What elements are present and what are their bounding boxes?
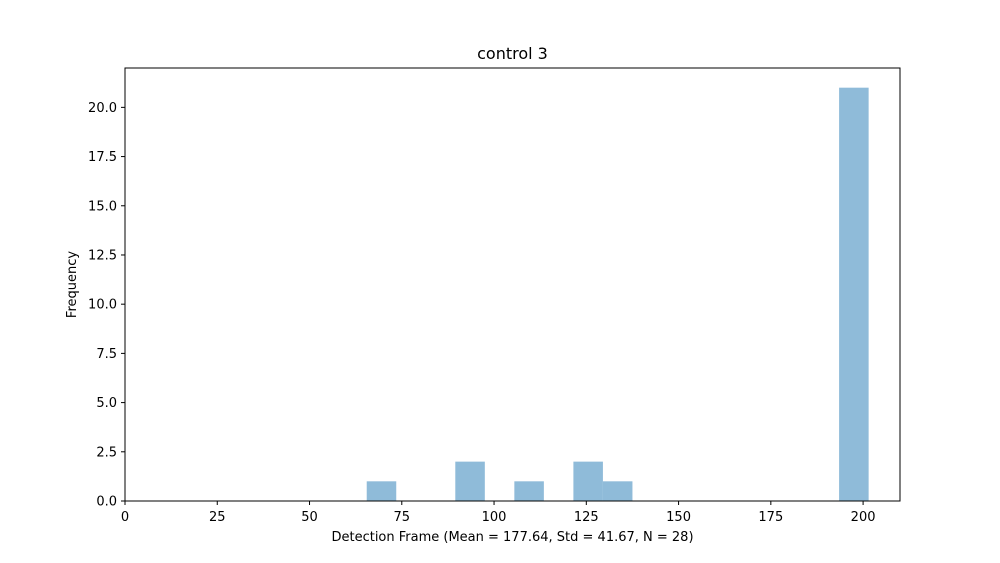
histogram-bar-4	[602, 481, 633, 501]
y-tick-label: 0.0	[96, 495, 117, 510]
y-tick-label: 12.5	[88, 248, 117, 263]
x-axis-label: Detection Frame (Mean = 177.64, Std = 41…	[331, 530, 693, 545]
plot-frame	[124, 67, 901, 502]
y-tick-label: 17.5	[88, 150, 117, 165]
x-axis-ticks: 0 25 50 75 100 125 150 175 200	[121, 501, 876, 525]
y-tick-label: 15.0	[88, 199, 117, 214]
chart-title: control 3	[477, 44, 548, 63]
x-tick-label: 50	[301, 510, 318, 525]
histogram-bar-2	[514, 481, 544, 501]
histogram-bar-1	[455, 461, 485, 501]
histogram-bar-0	[366, 481, 397, 501]
x-tick-label: 0	[121, 510, 129, 525]
histogram-bar-5	[839, 87, 869, 501]
bars-group	[366, 87, 869, 501]
x-tick-label: 75	[394, 510, 411, 525]
x-tick-label: 150	[666, 510, 691, 525]
x-tick-label: 25	[209, 510, 226, 525]
y-tick-label: 10.0	[88, 298, 117, 313]
y-tick-label: 2.5	[96, 445, 117, 460]
y-tick-label: 7.5	[96, 347, 117, 362]
histogram-bar-3	[573, 461, 603, 501]
x-tick-label: 100	[482, 510, 507, 525]
y-tick-label: 20.0	[88, 101, 117, 116]
y-axis-label: Frequency	[65, 251, 80, 318]
x-tick-label: 125	[574, 510, 599, 525]
x-tick-label: 175	[758, 510, 783, 525]
x-tick-label: 200	[851, 510, 876, 525]
y-axis-ticks: 0.0 2.5 5.0 7.5 10.0 12.5 15.0 17.5 20.0	[88, 101, 125, 510]
y-tick-label: 5.0	[96, 396, 117, 411]
